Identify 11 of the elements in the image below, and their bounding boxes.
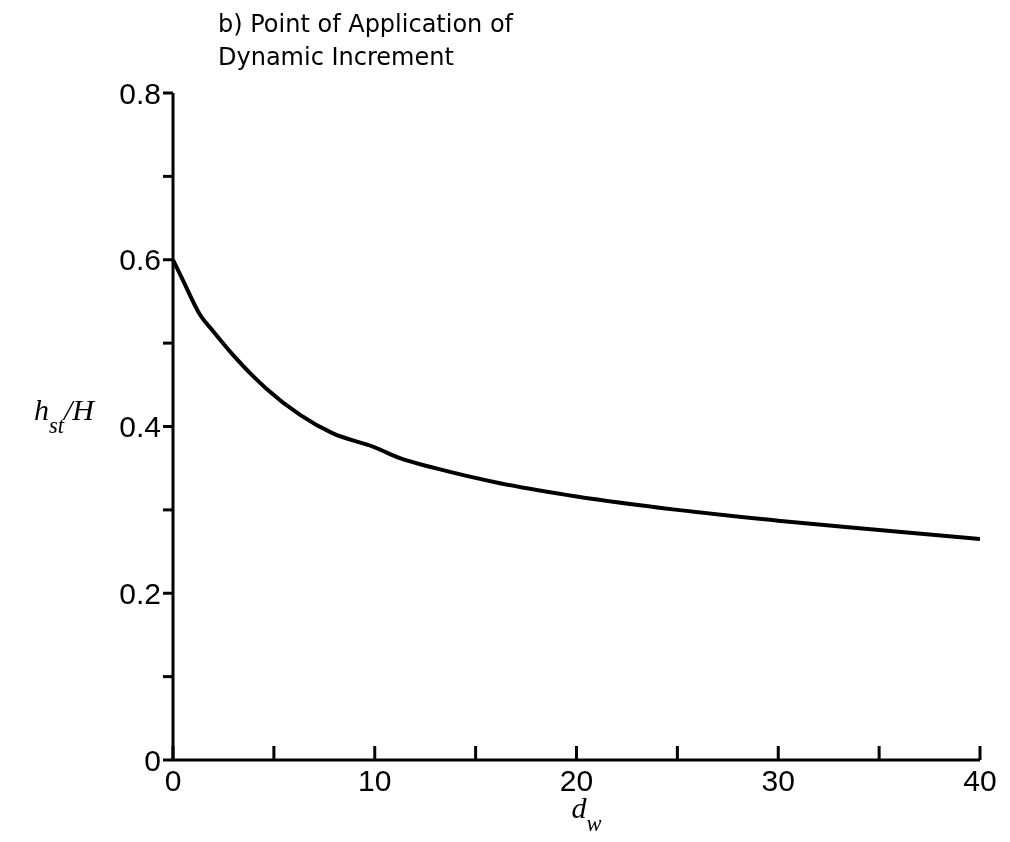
x-tick-label: 0 xyxy=(164,764,182,798)
chart-title: b) Point of Application of Dynamic Increment xyxy=(218,9,515,73)
y-tick-label: 0.8 xyxy=(119,76,161,110)
y-tick-label: 0.4 xyxy=(119,410,161,444)
x-tick-label: 30 xyxy=(761,764,795,798)
y-tick-label: 0 xyxy=(144,743,161,777)
y-axis-title: h$_{st}$/H xyxy=(33,393,97,438)
y-tick-label: 0.6 xyxy=(119,243,161,277)
x-tick-label: 10 xyxy=(358,764,392,798)
x-tick-label: 40 xyxy=(963,764,997,798)
y-tick-label: 0.2 xyxy=(119,576,161,610)
